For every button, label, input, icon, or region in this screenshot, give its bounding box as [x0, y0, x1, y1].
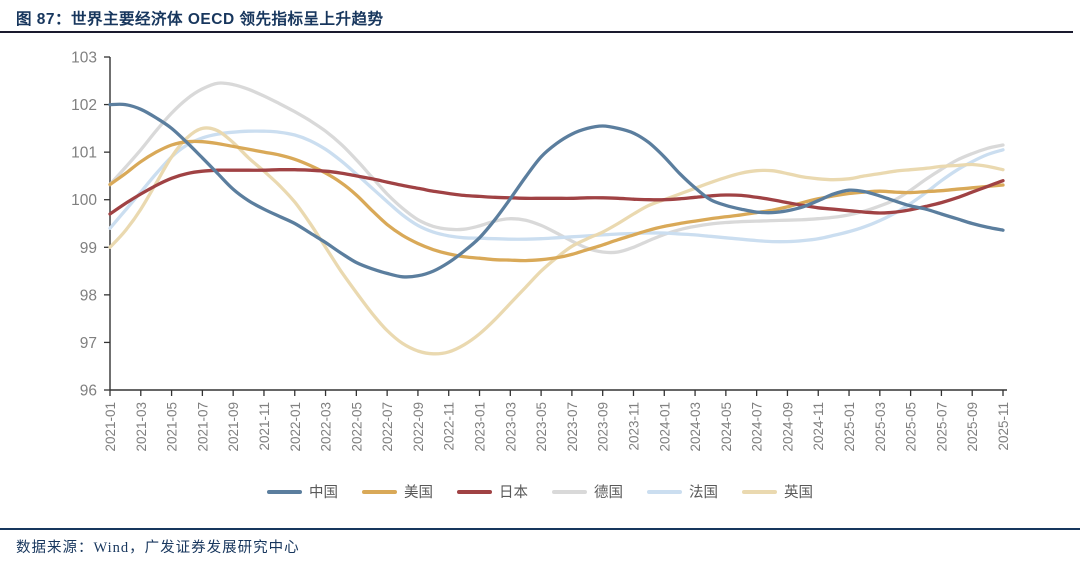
series-line-usa — [108, 139, 1005, 263]
page-title: 图 87：世界主要经济体 OECD 领先指标呈上升趋势 — [16, 11, 384, 28]
legend-item-usa: 美国 — [362, 481, 433, 502]
x-axis-label: 2024-01 — [657, 402, 672, 452]
x-axis-label: 2022-11 — [442, 402, 457, 451]
legend-swatch-uk — [742, 489, 777, 494]
legend-label-japan: 日本 — [499, 485, 528, 501]
y-axis-label: 99 — [80, 240, 97, 257]
legend-swatch-france — [647, 489, 682, 494]
x-axis-label: 2025-07 — [934, 402, 949, 452]
oecd-cli-line-chart: 96 97 98 99 100 101 102 103 2021-01 2021-03 2021-0… — [0, 34, 1080, 470]
legend-label-germany: 德国 — [594, 485, 623, 501]
x-axis-label: 2022-07 — [380, 402, 395, 452]
y-axis-label: 102 — [71, 97, 97, 114]
y-axis-label: 101 — [71, 145, 97, 162]
x-axis-label: 2021-11 — [257, 402, 272, 451]
legend-swatch-japan — [457, 489, 492, 494]
title-rule — [0, 31, 1073, 33]
x-axis-label: 2025-03 — [873, 402, 888, 452]
legend-label-uk: 英国 — [784, 485, 813, 501]
chart-canvas: 96 97 98 99 100 101 102 103 2021-01 2021-03 2021-0… — [71, 50, 1011, 452]
x-axis-label: 2022-01 — [288, 402, 303, 452]
legend-item-france: 法国 — [647, 481, 718, 502]
legend-swatch-germany — [552, 489, 587, 494]
y-axis-label: 96 — [80, 383, 97, 400]
x-axis-label: 2025-09 — [965, 402, 980, 452]
x-axis-label: 2024-03 — [688, 402, 703, 452]
x-axis-label: 2021-01 — [103, 402, 118, 452]
legend-item-japan: 日本 — [457, 481, 528, 502]
series-line-japan — [108, 168, 1005, 216]
legend-item-uk: 英国 — [742, 481, 813, 502]
x-axis-label: 2023-11 — [626, 402, 641, 451]
y-axis-label: 103 — [71, 50, 97, 67]
footer-rule — [0, 528, 1080, 530]
series-line-germany — [108, 81, 1005, 255]
legend-label-france: 法国 — [689, 485, 718, 501]
y-axis-label: 98 — [80, 287, 97, 304]
x-axis-label: 2023-05 — [534, 402, 549, 452]
legend-item-china: 中国 — [267, 481, 338, 502]
x-axis-label: 2023-09 — [596, 402, 611, 452]
x-axis-label: 2024-09 — [780, 402, 795, 452]
series-line-france — [108, 129, 1005, 244]
x-axis-label: 2025-11 — [996, 402, 1011, 451]
y-axis-label: 100 — [71, 192, 97, 209]
x-axis-label: 2022-09 — [411, 402, 426, 452]
series-line-china — [108, 102, 1005, 279]
x-axis-label: 2021-07 — [195, 402, 210, 452]
x-axis-label: 2024-11 — [811, 402, 826, 451]
legend-label-usa: 美国 — [404, 485, 433, 501]
x-axis-label: 2023-01 — [473, 402, 488, 452]
x-axis-label: 2022-03 — [319, 402, 334, 452]
legend-item-germany: 德国 — [552, 481, 623, 502]
x-axis-label: 2023-03 — [503, 402, 518, 452]
series-line-uk — [108, 126, 1005, 356]
x-axis-label: 2021-05 — [165, 402, 180, 452]
x-axis-label: 2025-05 — [904, 402, 919, 452]
chart-legend: 中国 美国 日本 德国 法国 英国 — [0, 481, 1080, 502]
legend-swatch-china — [267, 489, 302, 494]
legend-swatch-usa — [362, 489, 397, 494]
legend-label-china: 中国 — [309, 485, 338, 501]
x-axis-label: 2025-01 — [842, 402, 857, 452]
x-axis-label: 2024-07 — [750, 402, 765, 452]
x-axis-label: 2021-03 — [134, 402, 149, 452]
x-axis-label: 2022-05 — [349, 402, 364, 452]
x-axis-label: 2023-07 — [565, 402, 580, 452]
y-axis-label: 97 — [80, 335, 97, 352]
x-axis-label: 2021-09 — [226, 402, 241, 452]
source-text: 数据来源：Wind，广发证券发展研究中心 — [16, 540, 300, 556]
x-axis-label: 2024-05 — [719, 402, 734, 452]
